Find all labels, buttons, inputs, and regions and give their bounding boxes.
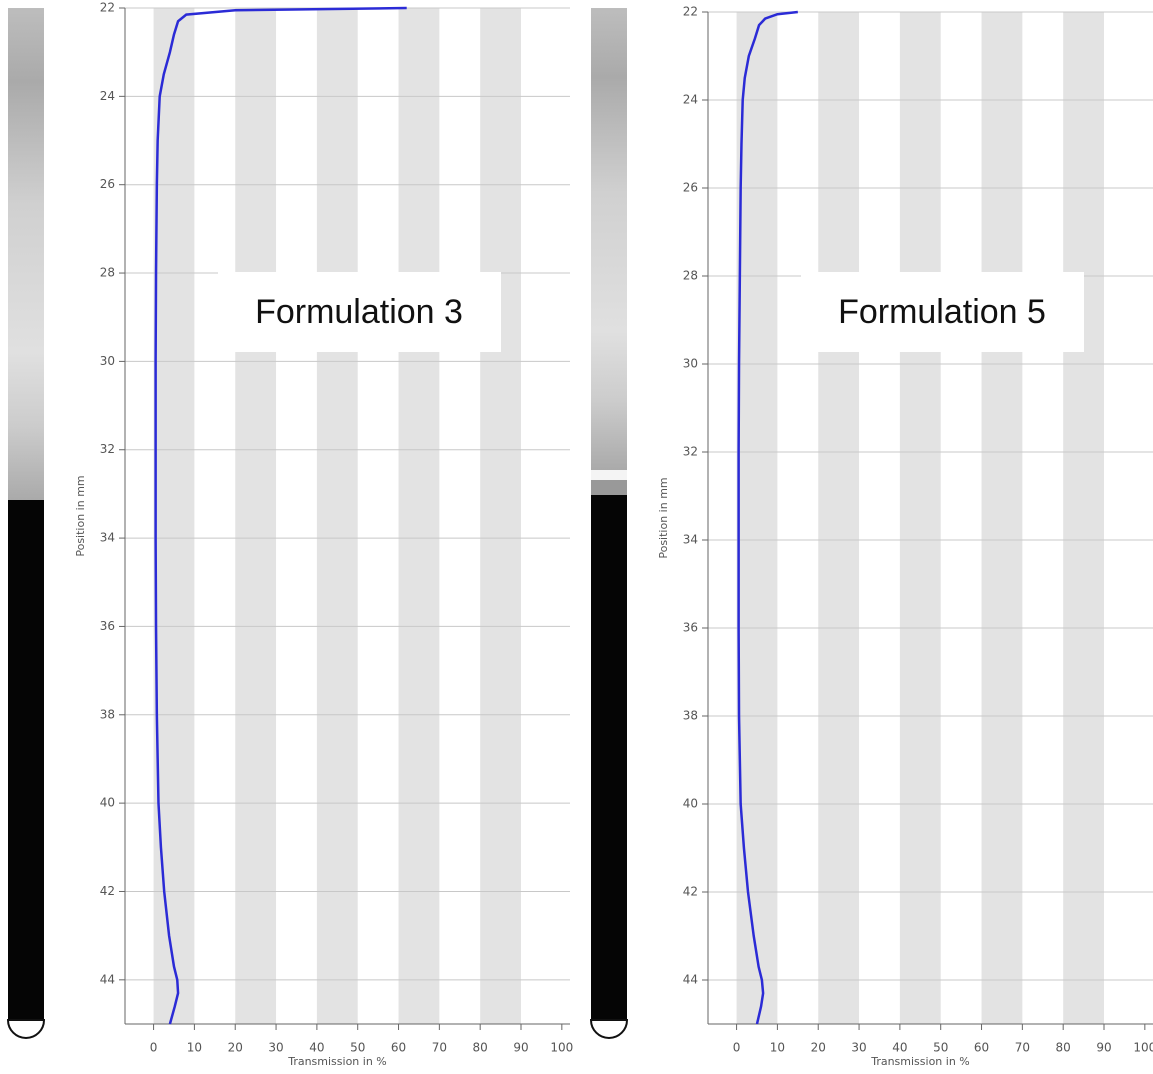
- y-tick-label: 36: [683, 621, 698, 635]
- x-tick-label: 10: [187, 1041, 202, 1055]
- x-tick-label: 40: [309, 1041, 324, 1055]
- y-tick-label: 42: [683, 885, 698, 899]
- x-tick-label: 100: [550, 1041, 573, 1055]
- y-tick-label: 38: [683, 709, 698, 723]
- y-axis-label: Position in mm: [657, 477, 670, 558]
- y-tick-label: 24: [683, 93, 698, 107]
- x-tick-label: 90: [513, 1041, 528, 1055]
- band: [899, 12, 941, 1024]
- y-tick-label: 40: [683, 797, 698, 811]
- x-tick-label: 70: [1015, 1041, 1030, 1055]
- chart-panel: 22 24 26 28 30 32 34 36 38 40 42 44 0 10 20 30 40 50 60 70 8…: [74, 1, 573, 1069]
- x-tick-label: 30: [268, 1041, 283, 1055]
- annotation: Formulation 3: [255, 293, 463, 331]
- x-tick-label: 60: [974, 1041, 989, 1055]
- chart-panel: 22 24 26 28 30 32 34 36 38 40 42 44 0 10 20 30 40 50 60 70 8…: [657, 5, 1153, 1068]
- x-tick-label: 20: [228, 1041, 243, 1055]
- tube-right: [589, 8, 629, 1039]
- x-tick-label: 40: [892, 1041, 907, 1055]
- y-tick-label: 28: [100, 266, 115, 280]
- y-axis-label: Position in mm: [74, 475, 87, 556]
- y-tick-label: 34: [683, 533, 698, 547]
- x-tick-label: 0: [733, 1041, 741, 1055]
- x-tick-label: 80: [1056, 1041, 1071, 1055]
- band: [480, 8, 522, 1024]
- x-tick-label: 0: [150, 1041, 158, 1055]
- band: [316, 8, 358, 1024]
- x-tick-label: 50: [933, 1041, 948, 1055]
- x-axis-label: Transmission in %: [287, 1055, 387, 1068]
- y-tick-label: 40: [100, 796, 115, 810]
- band: [736, 12, 778, 1024]
- y-tick-label: 26: [100, 177, 115, 191]
- annotation-box: [801, 272, 1084, 352]
- y-tick-label: 22: [683, 5, 698, 19]
- y-tick-label: 32: [683, 445, 698, 459]
- band: [153, 8, 195, 1024]
- x-tick-label: 80: [473, 1041, 488, 1055]
- x-tick-label: 70: [432, 1041, 447, 1055]
- band: [398, 8, 440, 1024]
- band: [981, 12, 1023, 1024]
- band: [818, 12, 860, 1024]
- y-tick-label: 38: [100, 707, 115, 721]
- x-tick-label: 50: [350, 1041, 365, 1055]
- y-tick-label: 30: [100, 354, 115, 368]
- y-tick-label: 42: [100, 884, 115, 898]
- y-tick-label: 24: [100, 89, 115, 103]
- annotation-box: [218, 272, 501, 352]
- x-tick-label: 100: [1133, 1041, 1153, 1055]
- tube-left: [6, 8, 46, 1039]
- y-tick-label: 36: [100, 619, 115, 633]
- y-tick-label: 26: [683, 181, 698, 195]
- y-tick-label: 44: [683, 973, 698, 987]
- y-tick-label: 44: [100, 972, 115, 986]
- x-tick-label: 90: [1096, 1041, 1111, 1055]
- x-tick-label: 10: [770, 1041, 785, 1055]
- x-axis-label: Transmission in %: [870, 1055, 970, 1068]
- y-tick-label: 22: [100, 1, 115, 15]
- x-tick-label: 60: [391, 1041, 406, 1055]
- y-tick-label: 32: [100, 442, 115, 456]
- band: [235, 8, 277, 1024]
- y-tick-label: 30: [683, 357, 698, 371]
- x-tick-label: 30: [851, 1041, 866, 1055]
- x-tick-label: 20: [811, 1041, 826, 1055]
- data-line: [154, 6, 407, 1025]
- data-line: [737, 10, 798, 1025]
- y-tick-label: 34: [100, 531, 115, 545]
- y-tick-label: 28: [683, 269, 698, 283]
- annotation: Formulation 5: [838, 293, 1046, 331]
- band: [1063, 12, 1105, 1024]
